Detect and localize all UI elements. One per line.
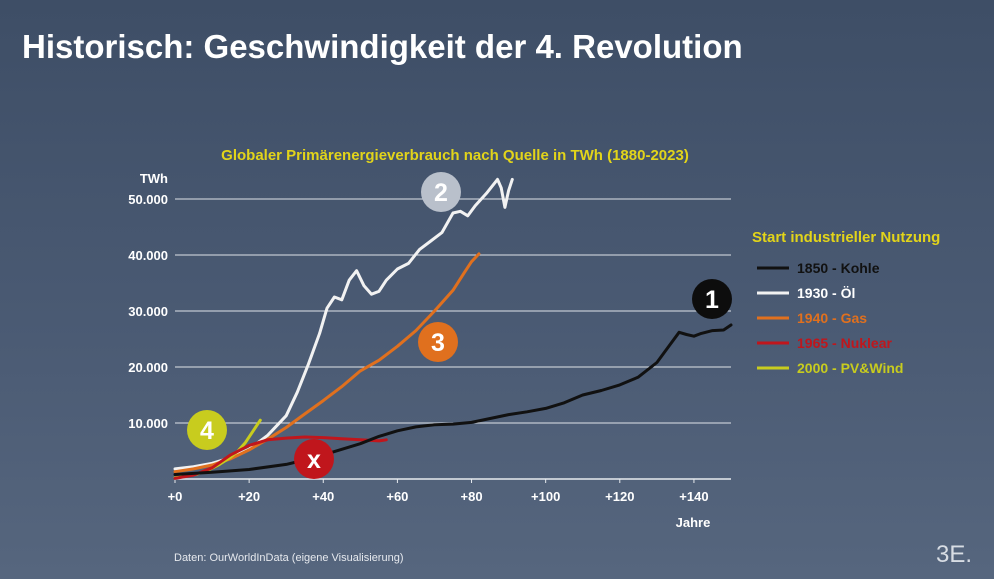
legend-label-nuklear: 1965 - Nuklear	[797, 335, 892, 351]
marker-label-nuklear: x	[307, 446, 321, 474]
x-tick-label: +80	[461, 489, 483, 504]
legend: 1850 - Kohle 1930 - Öl 1940 - Gas 1965 - Nu…	[757, 260, 903, 376]
legend-label-kohle: 1850 - Kohle	[797, 260, 880, 276]
source-note: Daten: OurWorldInData (eigene Visualisie…	[174, 552, 404, 564]
y-axis-unit-label: TWh	[140, 171, 168, 186]
series-markers: 1 2 3 x 4	[187, 172, 732, 479]
legend-label-oel: 1930 - Öl	[797, 285, 855, 301]
legend-label-pvwind: 2000 - PV&Wind	[797, 360, 903, 376]
marker-circle-kohle	[692, 279, 732, 319]
x-tick-label: +40	[312, 489, 334, 504]
x-tick-label: +120	[605, 489, 634, 504]
y-tick-label: 40.000	[128, 248, 168, 263]
legend-title: Start industrieller Nutzung	[752, 229, 940, 246]
y-tick-label: 10.000	[128, 416, 168, 431]
y-tick-label: 30.000	[128, 304, 168, 319]
marker-circle-oel	[421, 172, 461, 212]
brand-logo: 3E.	[936, 541, 973, 568]
x-tick-label: +20	[238, 489, 260, 504]
x-axis-label: Jahre	[676, 515, 711, 530]
marker-circle-gas	[418, 322, 458, 362]
y-tick-label: 20.000	[128, 360, 168, 375]
marker-circle-pvwind	[187, 410, 227, 450]
marker-label-kohle: 1	[705, 286, 719, 314]
x-tick-label: +60	[386, 489, 408, 504]
marker-label-oel: 2	[434, 179, 448, 207]
x-tick-label: +0	[168, 489, 183, 504]
marker-label-pvwind: 4	[200, 417, 214, 445]
marker-circle-nuklear	[294, 439, 334, 479]
marker-label-gas: 3	[431, 329, 445, 357]
gridlines: 10.000 20.000 30.000 40.000 50.000	[128, 192, 731, 431]
y-tick-label: 50.000	[128, 192, 168, 207]
x-tick-label: +100	[531, 489, 560, 504]
chart-title: Globaler Primärenergieverbrauch nach Que…	[221, 147, 689, 164]
legend-label-gas: 1940 - Gas	[797, 310, 867, 326]
axes: +0 +20 +40 +60 +80 +100 +120 +140	[168, 478, 731, 504]
series-line-oel	[173, 177, 514, 471]
series-line-nuklear	[173, 435, 388, 480]
slide-title: Historisch: Geschwindigkeit der 4. Revol…	[22, 28, 743, 65]
x-tick-label: +140	[679, 489, 708, 504]
